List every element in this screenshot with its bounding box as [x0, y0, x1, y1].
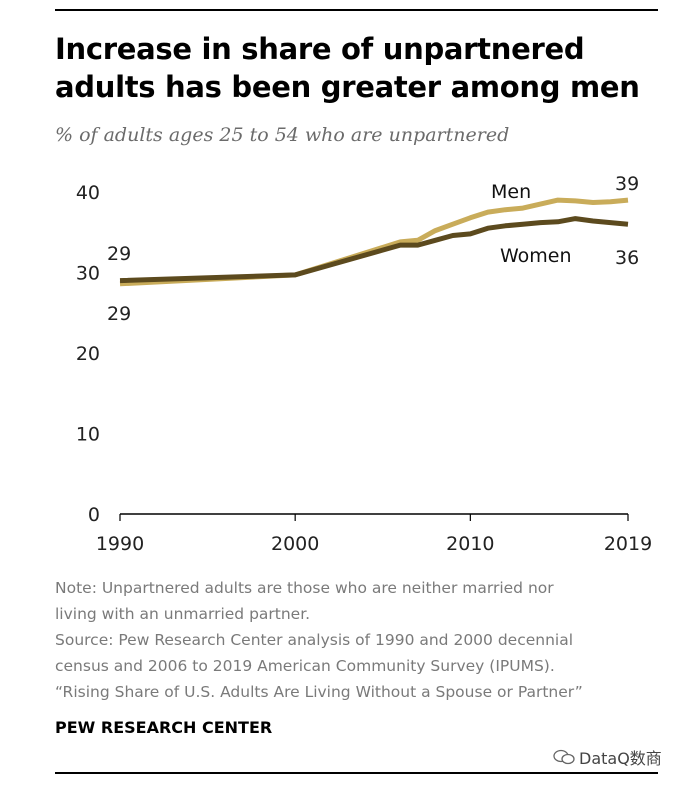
- source-line: census and 2006 to 2019 American Communi…: [55, 657, 555, 675]
- source-line: Source: Pew Research Center analysis of …: [55, 631, 574, 649]
- y-tick-label: 40: [76, 182, 100, 204]
- chart-area: 0 10 20 30 40 1990 2000 2010 2019 Men Women 29 29 39 3…: [0, 160, 694, 570]
- series-label-women: Women: [500, 245, 572, 267]
- x-tick-label: 1990: [96, 533, 144, 555]
- x-tick-label: 2010: [446, 533, 494, 555]
- series-label-men: Men: [491, 181, 531, 203]
- bottom-rule: [55, 772, 658, 774]
- y-tick-label: 20: [76, 343, 100, 365]
- y-tick-label: 10: [76, 424, 100, 446]
- note-line: Note: Unpartnered adults are those who a…: [55, 579, 554, 597]
- y-tick-label: 30: [76, 263, 100, 285]
- series-line-men: [119, 197, 629, 287]
- chart-notes: Note: Unpartnered adults are those who a…: [55, 575, 655, 705]
- data-label-end-women: 36: [615, 247, 639, 269]
- top-rule: [55, 9, 658, 11]
- data-label-start-women: 29: [107, 243, 131, 265]
- data-label-start-men: 29: [107, 303, 131, 325]
- chart-title: Increase in share of unpartnered adults …: [55, 32, 640, 104]
- line-chart: 0 10 20 30 40 1990 2000 2010 2019 Men Women 29 29 39 3…: [76, 173, 652, 555]
- watermark-text: DataQ数商: [579, 749, 662, 768]
- chart-subtitle: % of adults ages 25 to 54 who are unpart…: [55, 124, 510, 146]
- brand-logo-text: PEW RESEARCH CENTER: [55, 718, 273, 737]
- x-tick-label: 2019: [604, 533, 652, 555]
- x-tick-label: 2000: [271, 533, 319, 555]
- wechat-icon: [553, 749, 575, 765]
- series-line-women: [119, 216, 629, 284]
- data-label-end-men: 39: [615, 173, 639, 195]
- report-title-line: “Rising Share of U.S. Adults Are Living …: [55, 683, 583, 701]
- note-line: living with an unmarried partner.: [55, 605, 311, 623]
- watermark: DataQ数商: [553, 745, 662, 769]
- y-tick-label: 0: [88, 504, 100, 526]
